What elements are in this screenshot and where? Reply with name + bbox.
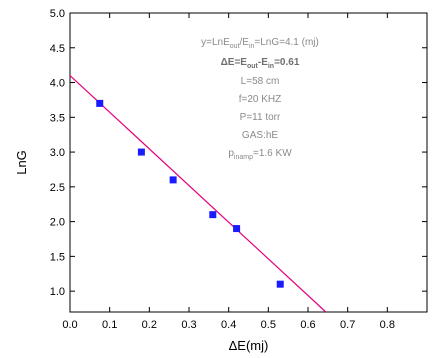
plot-frame [69, 12, 428, 313]
annotation-line-2: ΔE=Eout-Ein=0.61 [221, 57, 300, 70]
x-tick-label: 0.5 [261, 319, 276, 331]
data-point [276, 280, 284, 288]
annotation-line-1: y=LnEout/Ein=LnG=4.1 (mj) [201, 37, 319, 50]
y-tick-label: 5.0 [50, 8, 65, 20]
data-point [96, 99, 104, 107]
x-tick-label: 0.3 [181, 319, 196, 331]
annotation-line-3: L=58 cm [241, 76, 280, 87]
y-tick-label: 1.5 [50, 251, 65, 263]
x-tick-label: 0.0 [62, 319, 77, 331]
data-point [169, 176, 177, 184]
y-tick-label: 1.0 [50, 286, 65, 298]
data-point [209, 211, 217, 219]
y-tick-label: 4.5 [50, 43, 65, 55]
plot-area: 0.0 0.1 0.2 0.3 0.4 0.5 0.6 0.7 0.8 1.0 1.5 2.0 2.5… [50, 8, 428, 331]
annotation-line-5: P=11 torr [240, 112, 281, 123]
x-tick-label: 0.2 [142, 319, 157, 331]
annotation-line-7: pinamp=1.6 KW [228, 148, 292, 161]
y-axis: 1.0 1.5 2.0 2.5 3.0 3.5 4.0 4.5 5.0 [50, 8, 427, 298]
y-axis-label: LnG [14, 150, 29, 175]
annotation-line-6: GAS:hE [242, 130, 278, 141]
annotation-block: y=LnEout/Ein=LnG=4.1 (mj) ΔE=Eout-Ein=0.… [201, 37, 319, 161]
data-point [137, 148, 145, 156]
y-tick-label: 2.5 [50, 182, 65, 194]
x-tick-label: 0.7 [340, 319, 355, 331]
y-tick-label: 3.5 [50, 112, 65, 124]
data-point [233, 225, 241, 233]
data-points [96, 99, 284, 288]
x-tick-label: 0.6 [300, 319, 315, 331]
fit-line [69, 75, 327, 313]
annotation-line-4: f=20 KHZ [239, 94, 282, 105]
y-tick-label: 2.0 [50, 217, 65, 229]
y-tick-label: 3.0 [50, 147, 65, 159]
x-tick-label: 0.4 [221, 319, 236, 331]
x-axis: 0.0 0.1 0.2 0.3 0.4 0.5 0.6 0.7 0.8 [62, 13, 395, 331]
x-tick-label: 0.8 [380, 319, 395, 331]
y-tick-label: 4.0 [50, 78, 65, 90]
x-axis-label: ΔE(mj) [229, 338, 269, 353]
x-tick-label: 0.1 [102, 319, 117, 331]
